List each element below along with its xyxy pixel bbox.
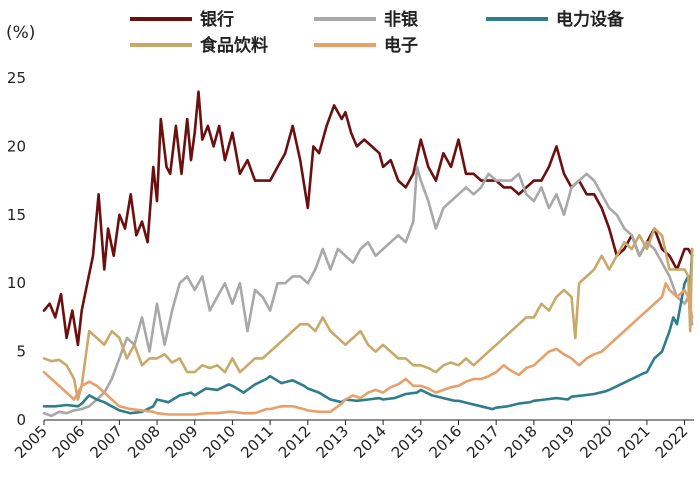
x-tick-label: 2022 (652, 422, 692, 462)
series-line-3 (42, 227, 694, 401)
series-line-2 (42, 247, 694, 415)
legend-label-1: 非银 (384, 9, 419, 30)
x-tick-label: 2011 (237, 422, 277, 462)
x-tick-label: 2013 (313, 422, 353, 462)
series-line-0 (42, 90, 694, 347)
x-tick-label: 2021 (614, 422, 654, 462)
series-line-4 (42, 281, 694, 416)
series-line-1 (42, 165, 694, 418)
x-tick-label: 2017 (463, 422, 503, 462)
y-tick-label: 20 (7, 137, 26, 155)
legend-label-4: 电子 (384, 35, 418, 56)
legend-label-3: 食品饮料 (200, 35, 268, 56)
y-tick-label: 5 (16, 343, 26, 361)
x-tick-label: 2010 (200, 422, 240, 462)
series-lines (42, 90, 694, 418)
y-tick-label: 10 (7, 274, 26, 292)
legend-label-0: 银行 (200, 9, 234, 30)
x-tick-label: 2007 (86, 422, 126, 462)
x-tick-label: 2006 (49, 422, 89, 462)
y-tick-label: 0 (16, 411, 26, 429)
y-tick-label: 25 (7, 69, 26, 87)
y-axis-ticks: 0 5 10 15 20 25 (7, 69, 26, 429)
x-tick-label: 2015 (388, 422, 428, 462)
x-tick-label: 2012 (275, 422, 315, 462)
x-axis-ticks: 2005200620072008200920102011201220132014… (11, 420, 691, 462)
legend-label-2: 电力设备 (556, 9, 625, 30)
x-tick-label: 2018 (501, 422, 541, 462)
y-tick-label: 15 (7, 206, 26, 224)
y-axis-unit-label: (%) (6, 23, 35, 43)
x-tick-label: 2008 (124, 422, 164, 462)
x-tick-label: 2009 (162, 422, 202, 462)
x-tick-label: 2016 (426, 422, 466, 462)
x-tick-label: 2014 (350, 422, 390, 462)
x-tick-label: 2020 (576, 422, 616, 462)
x-tick-label: 2019 (539, 422, 579, 462)
